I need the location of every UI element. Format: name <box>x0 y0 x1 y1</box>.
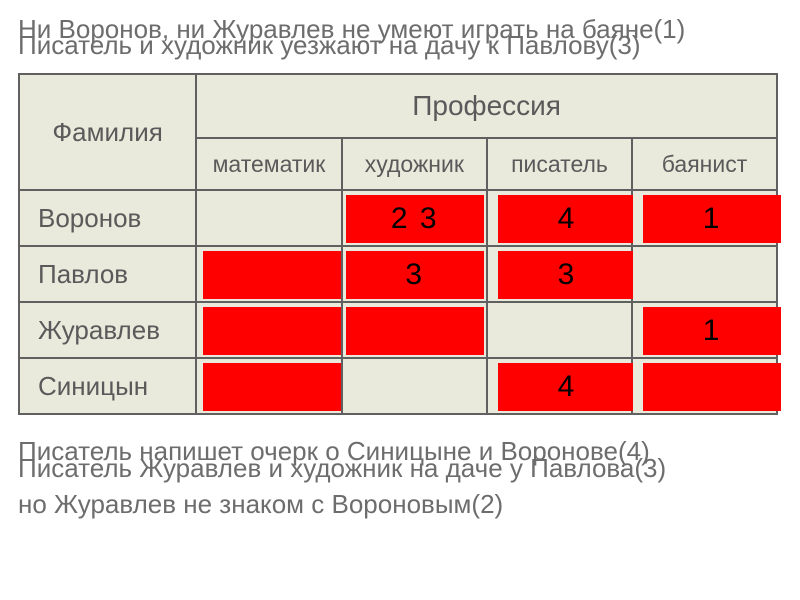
red-overlay <box>203 251 341 299</box>
table-row: Журавлев 1 <box>19 302 777 358</box>
subheader-0: математик <box>196 138 341 190</box>
table-row: Синицын 4 <box>19 358 777 414</box>
row-name-2: Журавлев <box>19 302 196 358</box>
cell-3-2: 4 <box>487 358 632 414</box>
red-overlay: 3 <box>346 251 484 299</box>
slide: Ни Воронов, ни Журавлев не умеют играть … <box>0 0 800 600</box>
cell-3-3 <box>632 358 777 414</box>
row-name-3: Синицын <box>19 358 196 414</box>
red-overlay <box>346 307 484 355</box>
cell-2-2 <box>487 302 632 358</box>
cell-0-1: 2 3 <box>342 190 487 246</box>
subheader-2: писатель <box>487 138 632 190</box>
table-row: Воронов 2 3 4 1 <box>19 190 777 246</box>
row-name-0: Воронов <box>19 190 196 246</box>
subheader-3: баянист <box>632 138 777 190</box>
bottom-line-3: но Журавлев не знаком с Вороновым(2) <box>18 486 782 522</box>
cell-0-2: 4 <box>487 190 632 246</box>
subheader-1: художник <box>342 138 487 190</box>
red-overlay: 3 <box>498 251 636 299</box>
cell-0-3: 1 <box>632 190 777 246</box>
cell-0-0 <box>196 190 341 246</box>
row-name-1: Павлов <box>19 246 196 302</box>
cell-1-1: 3 <box>342 246 487 302</box>
red-overlay <box>203 307 341 355</box>
header-family: Фамилия <box>19 74 196 190</box>
bottom-line-2: Писатель Журавлев и художник на даче у П… <box>18 450 782 486</box>
logic-table: Фамилия Профессия математик художник пис… <box>18 73 778 415</box>
header-profession: Профессия <box>196 74 777 138</box>
red-overlay: 1 <box>643 195 781 243</box>
bottom-text-block: Писатель напишет очерк о Синицыне и Воро… <box>18 433 782 506</box>
red-overlay: 2 3 <box>346 195 484 243</box>
red-overlay: 4 <box>498 195 636 243</box>
table-row: Павлов 3 3 <box>19 246 777 302</box>
cell-3-1 <box>342 358 487 414</box>
red-overlay <box>203 363 341 411</box>
cell-3-0 <box>196 358 341 414</box>
cell-2-3: 1 <box>632 302 777 358</box>
top-line-2: Писатель и художник уезжают на дачу к Па… <box>18 28 782 63</box>
cell-1-2: 3 <box>487 246 632 302</box>
cell-1-3 <box>632 246 777 302</box>
red-overlay: 4 <box>498 363 636 411</box>
cell-2-0 <box>196 302 341 358</box>
red-overlay <box>643 363 781 411</box>
top-text-block: Ни Воронов, ни Журавлев не умеют играть … <box>18 14 782 49</box>
red-overlay: 1 <box>643 307 781 355</box>
cell-2-1 <box>342 302 487 358</box>
cell-1-0 <box>196 246 341 302</box>
